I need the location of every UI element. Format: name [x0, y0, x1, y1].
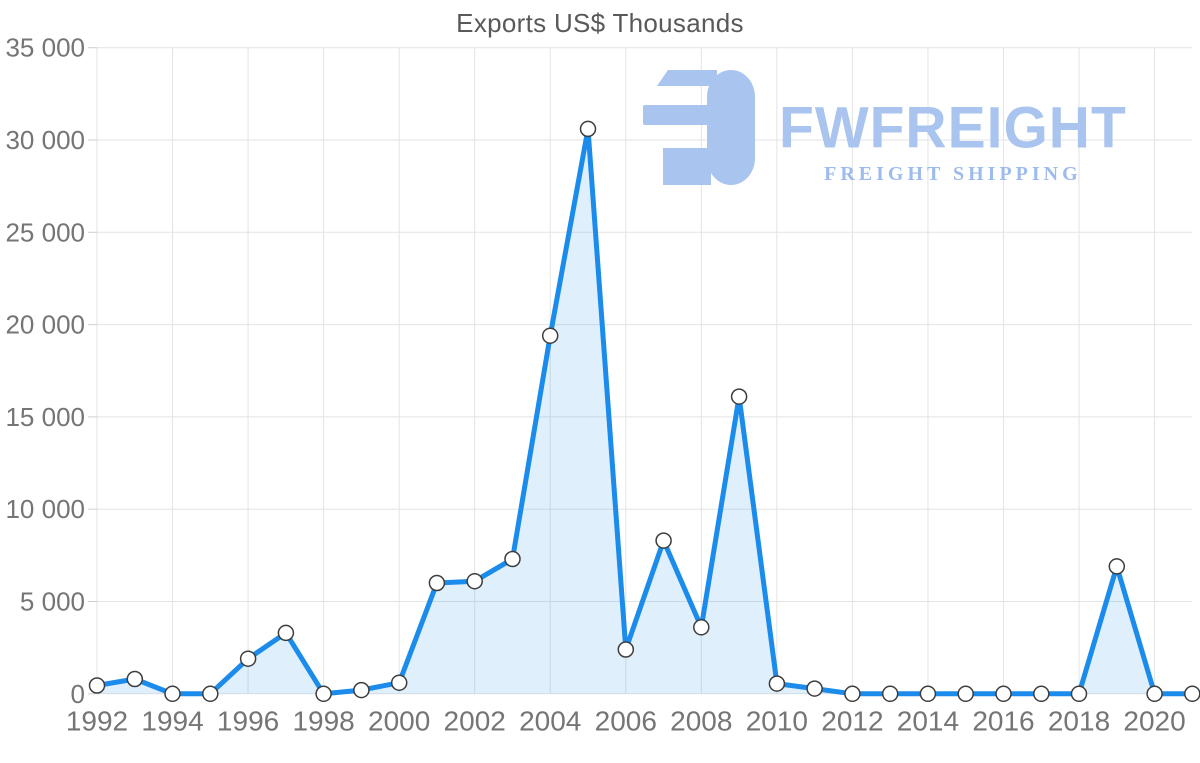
x-tick-label: 2002 — [444, 706, 506, 737]
data-point-marker[interactable] — [126, 670, 144, 688]
data-point-marker[interactable] — [466, 572, 483, 590]
x-tick-label: 2016 — [972, 706, 1034, 737]
data-point-marker[interactable] — [202, 685, 219, 703]
y-tick-label: 25 000 — [5, 217, 85, 247]
data-point-marker[interactable] — [617, 641, 635, 658]
x-tick-label: 1994 — [141, 706, 203, 737]
x-tick-label: 1996 — [217, 706, 279, 737]
data-point-marker[interactable] — [881, 685, 899, 703]
y-tick-label: 35 000 — [5, 33, 85, 63]
data-point-marker[interactable] — [353, 681, 370, 699]
data-point-marker[interactable] — [655, 532, 672, 549]
data-point-marker[interactable] — [315, 685, 332, 703]
data-point-marker[interactable] — [579, 120, 597, 138]
x-tick-label: 2004 — [519, 706, 581, 737]
data-point-marker[interactable] — [164, 685, 181, 703]
y-tick-label: 10 000 — [5, 494, 85, 524]
data-point-marker[interactable] — [1184, 685, 1200, 703]
data-point-marker[interactable] — [768, 675, 786, 692]
data-point-marker[interactable] — [806, 680, 823, 697]
data-point-marker[interactable] — [390, 674, 408, 691]
chart-title: Exports US$ Thousands — [456, 8, 744, 38]
data-point-marker[interactable] — [1108, 558, 1126, 575]
x-tick-label: 2012 — [821, 706, 883, 737]
data-point-marker[interactable] — [277, 624, 295, 642]
y-tick-label: 30 000 — [5, 125, 85, 155]
y-tick-label: 5 000 — [20, 587, 85, 617]
data-point-marker[interactable] — [504, 550, 521, 568]
data-point-marker[interactable] — [1033, 685, 1050, 703]
x-tick-label: 2020 — [1123, 706, 1185, 737]
y-tick-label: 15 000 — [5, 402, 85, 432]
x-tick-label: 1998 — [292, 706, 354, 737]
x-tick-label: 2008 — [670, 706, 732, 737]
x-tick-label: 2014 — [897, 706, 959, 737]
data-point-marker[interactable] — [541, 327, 559, 344]
data-point-marker[interactable] — [88, 677, 106, 694]
data-point-marker[interactable] — [1070, 685, 1088, 703]
x-tick-label: 2000 — [368, 706, 430, 737]
y-tick-label: 20 000 — [5, 310, 85, 340]
x-tick-label: 2010 — [746, 706, 808, 737]
data-point-marker[interactable] — [730, 388, 748, 405]
data-point-marker[interactable] — [995, 685, 1012, 703]
data-point-marker[interactable] — [239, 650, 257, 667]
y-tick-label: 0 — [71, 679, 85, 709]
series-area-fill — [97, 128, 1193, 694]
data-point-marker[interactable] — [957, 685, 974, 703]
x-tick-label: 2006 — [595, 706, 657, 737]
data-point-marker[interactable] — [844, 685, 861, 703]
data-point-marker[interactable] — [693, 619, 710, 636]
x-tick-label: 2018 — [1048, 706, 1110, 737]
x-tick-label: 1992 — [66, 706, 128, 737]
data-point-marker[interactable] — [1146, 685, 1163, 703]
data-point-marker[interactable] — [919, 685, 937, 703]
data-point-marker[interactable] — [428, 574, 446, 592]
